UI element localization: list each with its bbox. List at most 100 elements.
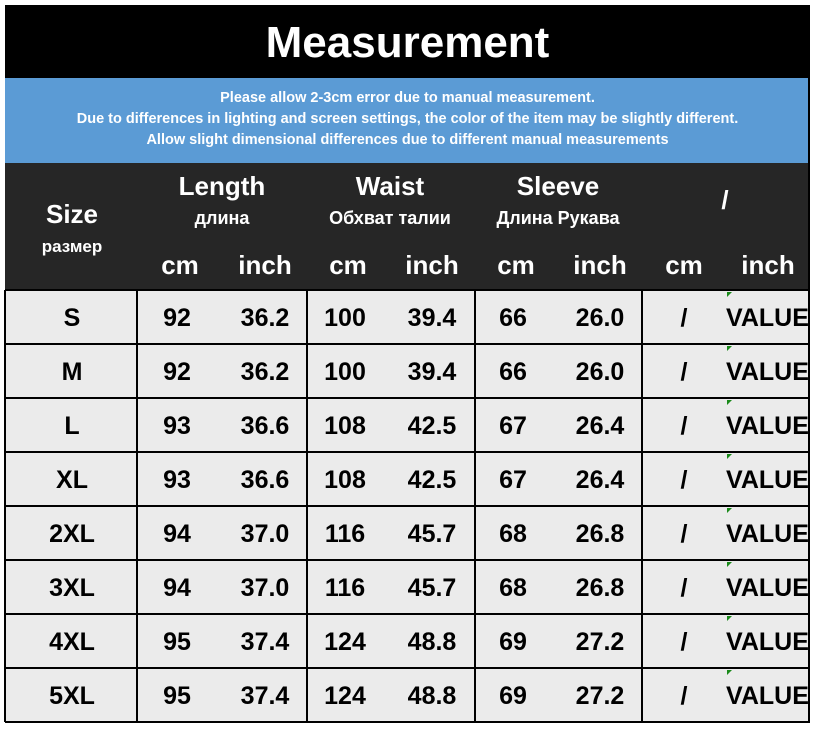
row-line (5, 397, 810, 399)
title-bar (5, 5, 810, 78)
table-cell: 36.2 (240, 358, 290, 386)
table-cell: / (680, 412, 688, 440)
table-cell: 48.8 (407, 682, 457, 710)
row-line (5, 289, 810, 291)
table-cell: 2XL (49, 520, 95, 548)
size-sub-header: размер (41, 237, 103, 256)
cell-marker (727, 454, 732, 459)
row-line (5, 613, 810, 615)
table-cell: 37.4 (240, 682, 290, 710)
table-cell: 48.8 (407, 628, 457, 656)
table-cell: 93 (163, 412, 191, 440)
group-sub-header: длина (194, 208, 250, 228)
table-cell: VALUE (726, 412, 809, 440)
row-line (5, 451, 810, 453)
table-cell: 116 (324, 520, 366, 548)
table-cell: 124 (324, 628, 366, 656)
unit-header: inch (238, 250, 292, 280)
table-cell: 4XL (49, 628, 95, 656)
header-bar (5, 163, 810, 290)
table-cell: / (680, 574, 688, 602)
table-cell: VALUE (726, 682, 809, 710)
title: Measurement (265, 18, 550, 67)
table-cell: / (680, 304, 688, 332)
table-cell: 42.5 (407, 466, 457, 494)
table-cell: VALUE (726, 628, 809, 656)
table-cell: 45.7 (407, 574, 457, 602)
row-line (5, 721, 810, 723)
row-line (5, 343, 810, 345)
table-cell: / (680, 628, 688, 656)
unit-header: cm (497, 250, 535, 280)
table-cell: 68 (499, 520, 527, 548)
cell-marker (727, 508, 732, 513)
unit-header: cm (161, 250, 199, 280)
unit-header: inch (573, 250, 627, 280)
table-cell: 93 (163, 466, 191, 494)
table-cell: 26.8 (575, 574, 625, 602)
table-cell: 37.0 (240, 574, 290, 602)
table-cell: 37.0 (240, 520, 290, 548)
table-cell: 26.4 (575, 412, 625, 440)
group-header: / (721, 185, 729, 215)
table-cell: 94 (163, 574, 191, 602)
table-cell: 68 (499, 574, 527, 602)
table-cell: 27.2 (575, 628, 625, 656)
cell-marker (727, 292, 732, 297)
table-cell: 100 (324, 358, 366, 386)
unit-header: inch (405, 250, 459, 280)
table-cell: / (680, 520, 688, 548)
table-cell: 67 (499, 412, 527, 440)
table-cell: VALUE (726, 574, 809, 602)
table-cell: 100 (324, 304, 366, 332)
group-sub-header: Длина Рукава (496, 208, 620, 228)
row-line (5, 667, 810, 669)
unit-header: inch (741, 250, 795, 280)
table-cell: 116 (324, 574, 366, 602)
column-line (641, 290, 643, 722)
group-sub-header: Обхват талии (329, 208, 451, 228)
cell-marker (727, 400, 732, 405)
table-cell: VALUE (726, 358, 809, 386)
size-header: Size (45, 199, 99, 229)
row-line (5, 559, 810, 561)
group-header: Sleeve (516, 171, 600, 201)
table-cell: XL (56, 466, 88, 494)
notes-bar (5, 78, 810, 163)
table-cell: 95 (163, 682, 191, 710)
table-cell: 37.4 (240, 628, 290, 656)
group-header: Waist (355, 171, 425, 201)
table-cell: 36.6 (240, 412, 290, 440)
table-cell: M (61, 358, 83, 386)
table-cell: 67 (499, 466, 527, 494)
table-cell: 108 (324, 412, 366, 440)
unit-header: cm (329, 250, 367, 280)
table-cell: 26.8 (575, 520, 625, 548)
table-cell: 3XL (49, 574, 95, 602)
table-cell: / (680, 466, 688, 494)
table-cell: 92 (163, 358, 191, 386)
note-line: Due to differences in lighting and scree… (76, 111, 739, 127)
table-cell: 69 (499, 628, 527, 656)
table-cell: 5XL (49, 682, 95, 710)
table-cell: 69 (499, 682, 527, 710)
row-line (5, 505, 810, 507)
column-line (306, 290, 308, 722)
table-cell: 27.2 (575, 682, 625, 710)
table-cell: 26.0 (575, 304, 625, 332)
cell-marker (727, 346, 732, 351)
table-cell: 92 (163, 304, 191, 332)
table-cell: VALUE (726, 520, 809, 548)
table-cell: 94 (163, 520, 191, 548)
note-line: Allow slight dimensional differences due… (146, 132, 669, 148)
unit-header: cm (665, 250, 703, 280)
cell-marker (727, 616, 732, 621)
table-cell: S (63, 304, 81, 332)
cell-marker (727, 562, 732, 567)
table-cell: 26.4 (575, 466, 625, 494)
column-line (4, 290, 6, 722)
table-cell: / (680, 358, 688, 386)
table-cell: 42.5 (407, 412, 457, 440)
